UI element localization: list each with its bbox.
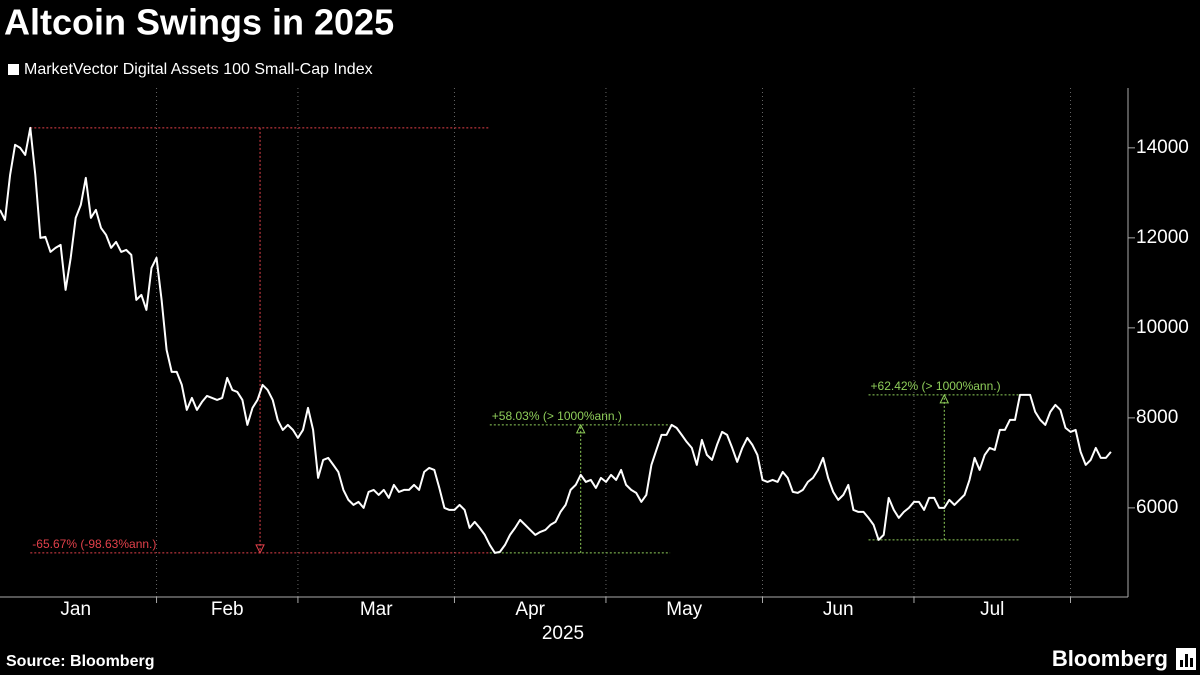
- source: Source: Bloomberg: [6, 653, 154, 670]
- annotation-label: +58.03% (> 1000%ann.): [492, 409, 622, 423]
- arrow-head: [255, 544, 265, 555]
- x-tick-label: Jul: [980, 599, 1004, 620]
- logo-icon: [1176, 648, 1196, 670]
- y-tick-label: 6000: [1136, 497, 1178, 518]
- chart-title: Altcoin Swings in 2025: [4, 2, 394, 43]
- x-tick-label: Apr: [515, 599, 545, 620]
- x-tick-label: Feb: [211, 599, 244, 620]
- y-tick-label: 14000: [1136, 137, 1189, 158]
- x-axis-label: 2025: [542, 623, 584, 644]
- x-tick-label: Mar: [360, 599, 393, 620]
- arrow-head: [939, 393, 950, 404]
- y-tick-label: 8000: [1136, 407, 1178, 428]
- arrow-head: [575, 423, 586, 434]
- x-tick-label: Jun: [823, 599, 854, 620]
- legend-swatch: [8, 64, 19, 75]
- annotation-label: -65.67% (-98.63%ann.): [32, 537, 156, 551]
- legend-label: MarketVector Digital Assets 100 Small-Ca…: [24, 61, 373, 78]
- line-series: [0, 126, 1112, 554]
- x-tick-label: Jan: [60, 599, 91, 620]
- y-tick-label: 12000: [1136, 227, 1189, 248]
- x-tick-label: May: [666, 599, 702, 620]
- y-tick-label: 10000: [1136, 317, 1189, 338]
- logo: Bloomberg: [1052, 646, 1168, 671]
- annotation-label: +62.42% (> 1000%ann.): [871, 379, 1001, 393]
